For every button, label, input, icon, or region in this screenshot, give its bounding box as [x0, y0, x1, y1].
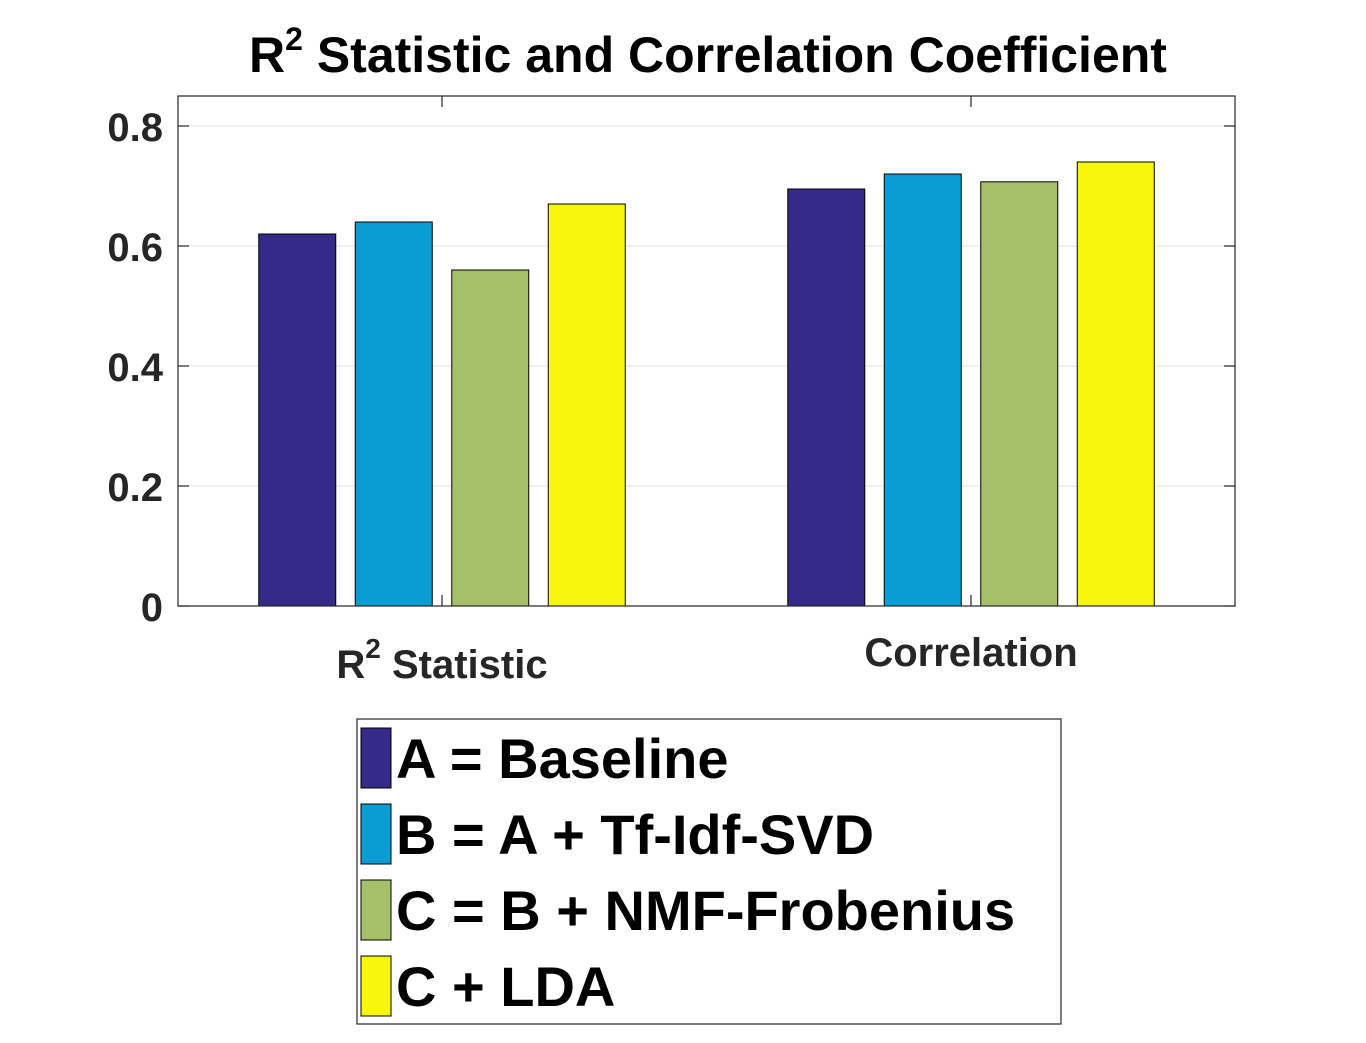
legend-swatch	[360, 803, 392, 865]
legend-swatch	[360, 955, 392, 1017]
bar	[787, 188, 866, 607]
legend-box	[356, 718, 1062, 1025]
bars	[258, 161, 1155, 607]
y-tick-label: 0.6	[107, 226, 163, 270]
legend: A = Baseline B = A + Tf-Idf-SVD C = B + NM…	[356, 718, 1062, 1025]
bar	[451, 269, 530, 607]
bar	[547, 203, 626, 607]
legend-entry-label: C = B + NMF-Frobenius	[396, 879, 1015, 942]
y-tick-label: 0.2	[107, 466, 163, 510]
chart-title-superscript: 2	[285, 21, 303, 57]
plot-area-frame	[177, 95, 1236, 607]
legend-swatch	[360, 727, 392, 789]
x-tick-label: Correlation	[864, 631, 1077, 675]
bar	[258, 233, 337, 607]
legend-entry-label: C + LDA	[396, 955, 615, 1018]
y-tick-label: 0	[141, 586, 163, 630]
y-tick-label: 0.4	[107, 346, 163, 390]
bar	[1076, 161, 1155, 607]
y-tick-label: 0.8	[107, 106, 163, 150]
grid-lines	[178, 125, 1235, 487]
legend-entry-label: B = A + Tf-Idf-SVD	[396, 803, 874, 866]
chart-title: R2 Statistic and Correlation Coefficient	[249, 21, 1167, 83]
legend-swatch	[360, 879, 392, 941]
legend-entry-label: A = Baseline	[396, 727, 729, 790]
bar	[354, 221, 433, 607]
chart-title-base: R	[249, 27, 285, 83]
axis-ticks: 0 0.2 0.4 0.6 0.8	[107, 96, 1235, 630]
x-tick-label: R2 Statistic	[336, 633, 547, 687]
x-axis-labels: R2 Statistic Correlation	[336, 631, 1077, 687]
chart-title-rest: Statistic and Correlation Coefficient	[303, 27, 1167, 83]
bar	[883, 173, 962, 607]
bar	[980, 181, 1059, 607]
